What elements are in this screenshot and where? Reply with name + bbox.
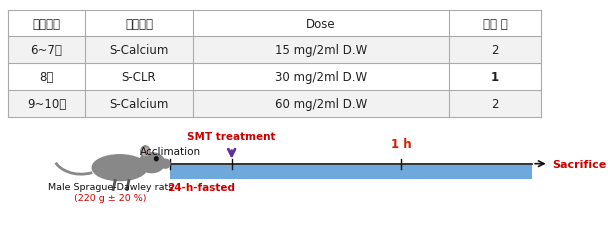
Text: 8번: 8번 bbox=[40, 71, 54, 84]
Text: Dose: Dose bbox=[306, 17, 336, 30]
Bar bbox=[8, 91, 541, 117]
Text: Sacrifice: Sacrifice bbox=[552, 159, 607, 169]
Text: S-Calcium: S-Calcium bbox=[109, 98, 168, 111]
Ellipse shape bbox=[142, 148, 148, 156]
Text: S-CLR: S-CLR bbox=[122, 71, 156, 84]
Text: 2: 2 bbox=[491, 98, 499, 111]
Ellipse shape bbox=[92, 155, 147, 181]
Text: 시험물질: 시험물질 bbox=[125, 17, 153, 30]
Text: 1 h: 1 h bbox=[391, 137, 412, 150]
Text: 60 mg/2ml D.W: 60 mg/2ml D.W bbox=[275, 98, 367, 111]
Bar bbox=[8, 37, 541, 64]
Text: S-Calcium: S-Calcium bbox=[109, 44, 168, 57]
Text: Acclimation: Acclimation bbox=[140, 146, 201, 156]
Ellipse shape bbox=[161, 160, 170, 168]
Text: 2: 2 bbox=[491, 44, 499, 57]
Text: (220 g ± 20 %): (220 g ± 20 %) bbox=[74, 193, 147, 202]
Text: 6~7번: 6~7번 bbox=[30, 44, 63, 57]
Ellipse shape bbox=[140, 146, 150, 158]
Text: 동물 수: 동물 수 bbox=[483, 17, 507, 30]
Ellipse shape bbox=[139, 153, 165, 173]
Text: 동물번호: 동물번호 bbox=[32, 17, 60, 30]
Text: 15 mg/2ml D.W: 15 mg/2ml D.W bbox=[275, 44, 367, 57]
Text: 24-h-fasted: 24-h-fasted bbox=[167, 182, 235, 192]
Text: Male Sprague-Dawley rats: Male Sprague-Dawley rats bbox=[48, 182, 173, 191]
Text: 30 mg/2ml D.W: 30 mg/2ml D.W bbox=[275, 71, 367, 84]
Bar bbox=[170, 165, 532, 179]
Text: SMT treatment: SMT treatment bbox=[187, 131, 276, 141]
Circle shape bbox=[154, 157, 158, 161]
Text: 9~10번: 9~10번 bbox=[27, 98, 66, 111]
Text: 1: 1 bbox=[491, 71, 499, 84]
